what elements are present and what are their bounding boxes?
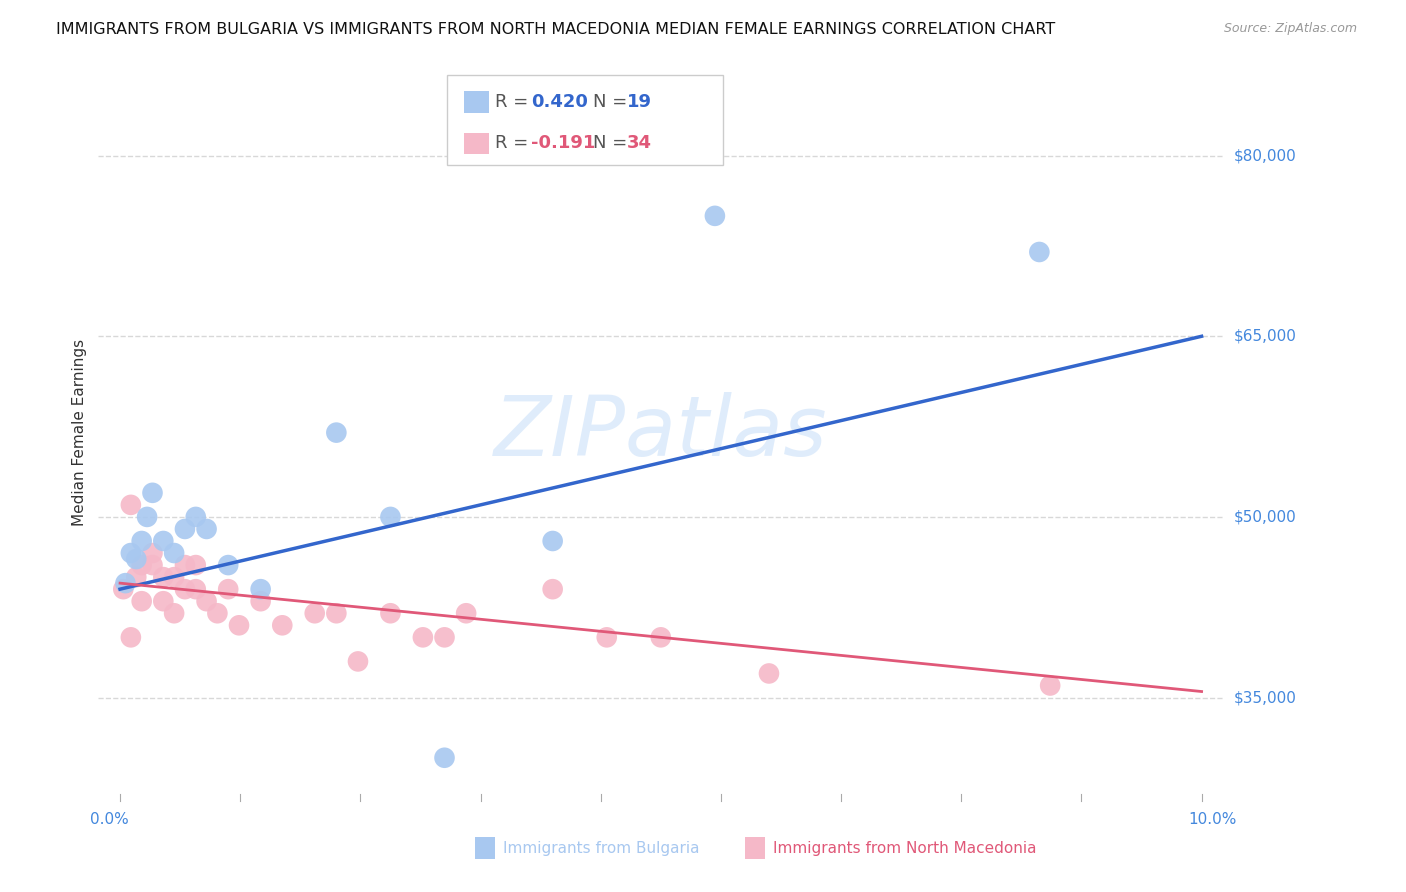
- Point: [131, 558, 153, 573]
- Point: [433, 751, 456, 765]
- Point: [433, 630, 456, 644]
- Point: [249, 594, 271, 608]
- Point: [131, 594, 153, 608]
- Point: [141, 485, 163, 500]
- Point: [412, 630, 434, 644]
- Point: [1039, 678, 1062, 692]
- Point: [152, 570, 174, 584]
- Point: [456, 607, 478, 621]
- FancyBboxPatch shape: [475, 838, 495, 859]
- Point: [174, 582, 197, 596]
- Text: 34: 34: [627, 135, 652, 153]
- Point: [141, 558, 163, 573]
- Point: [152, 533, 174, 548]
- Text: N =: N =: [593, 135, 633, 153]
- Text: Source: ZipAtlas.com: Source: ZipAtlas.com: [1223, 22, 1357, 36]
- Point: [325, 425, 347, 440]
- Point: [195, 594, 218, 608]
- Point: [347, 655, 370, 669]
- Text: R =: R =: [495, 93, 534, 111]
- Point: [195, 522, 218, 536]
- Point: [304, 607, 326, 621]
- Point: [163, 607, 186, 621]
- Point: [380, 607, 402, 621]
- Text: ZIPatlas: ZIPatlas: [494, 392, 828, 473]
- Text: 10.0%: 10.0%: [1188, 812, 1237, 827]
- Point: [174, 558, 197, 573]
- Text: $65,000: $65,000: [1234, 329, 1296, 343]
- Point: [217, 582, 239, 596]
- Text: -0.191: -0.191: [531, 135, 596, 153]
- Point: [207, 607, 229, 621]
- Point: [174, 522, 197, 536]
- Text: Immigrants from Bulgaria: Immigrants from Bulgaria: [503, 840, 700, 855]
- Text: 0.0%: 0.0%: [90, 812, 128, 827]
- Point: [120, 546, 142, 560]
- Point: [228, 618, 250, 632]
- Y-axis label: Median Female Earnings: Median Female Earnings: [72, 339, 87, 526]
- Point: [120, 498, 142, 512]
- Point: [120, 630, 142, 644]
- Point: [325, 607, 347, 621]
- FancyBboxPatch shape: [447, 75, 723, 165]
- Point: [114, 576, 136, 591]
- Text: $35,000: $35,000: [1234, 690, 1296, 705]
- Text: $80,000: $80,000: [1234, 148, 1296, 163]
- Point: [184, 558, 207, 573]
- Point: [163, 546, 186, 560]
- Point: [271, 618, 294, 632]
- Point: [125, 570, 148, 584]
- FancyBboxPatch shape: [464, 91, 489, 112]
- Point: [184, 510, 207, 524]
- Point: [1028, 244, 1050, 259]
- Point: [131, 533, 153, 548]
- Point: [125, 552, 148, 566]
- Point: [380, 510, 402, 524]
- Point: [703, 209, 725, 223]
- Point: [249, 582, 271, 596]
- Point: [758, 666, 780, 681]
- Point: [650, 630, 672, 644]
- Point: [596, 630, 619, 644]
- Text: R =: R =: [495, 135, 534, 153]
- FancyBboxPatch shape: [745, 838, 765, 859]
- Text: 19: 19: [627, 93, 652, 111]
- Text: IMMIGRANTS FROM BULGARIA VS IMMIGRANTS FROM NORTH MACEDONIA MEDIAN FEMALE EARNIN: IMMIGRANTS FROM BULGARIA VS IMMIGRANTS F…: [56, 22, 1056, 37]
- Text: N =: N =: [593, 93, 633, 111]
- Point: [152, 594, 174, 608]
- Text: 0.420: 0.420: [531, 93, 588, 111]
- Point: [184, 582, 207, 596]
- Point: [163, 570, 186, 584]
- Point: [541, 533, 564, 548]
- Point: [141, 546, 163, 560]
- FancyBboxPatch shape: [464, 133, 489, 154]
- Point: [217, 558, 239, 573]
- Point: [112, 582, 135, 596]
- Point: [541, 582, 564, 596]
- Text: Immigrants from North Macedonia: Immigrants from North Macedonia: [773, 840, 1036, 855]
- Point: [136, 510, 159, 524]
- Text: $50,000: $50,000: [1234, 509, 1296, 524]
